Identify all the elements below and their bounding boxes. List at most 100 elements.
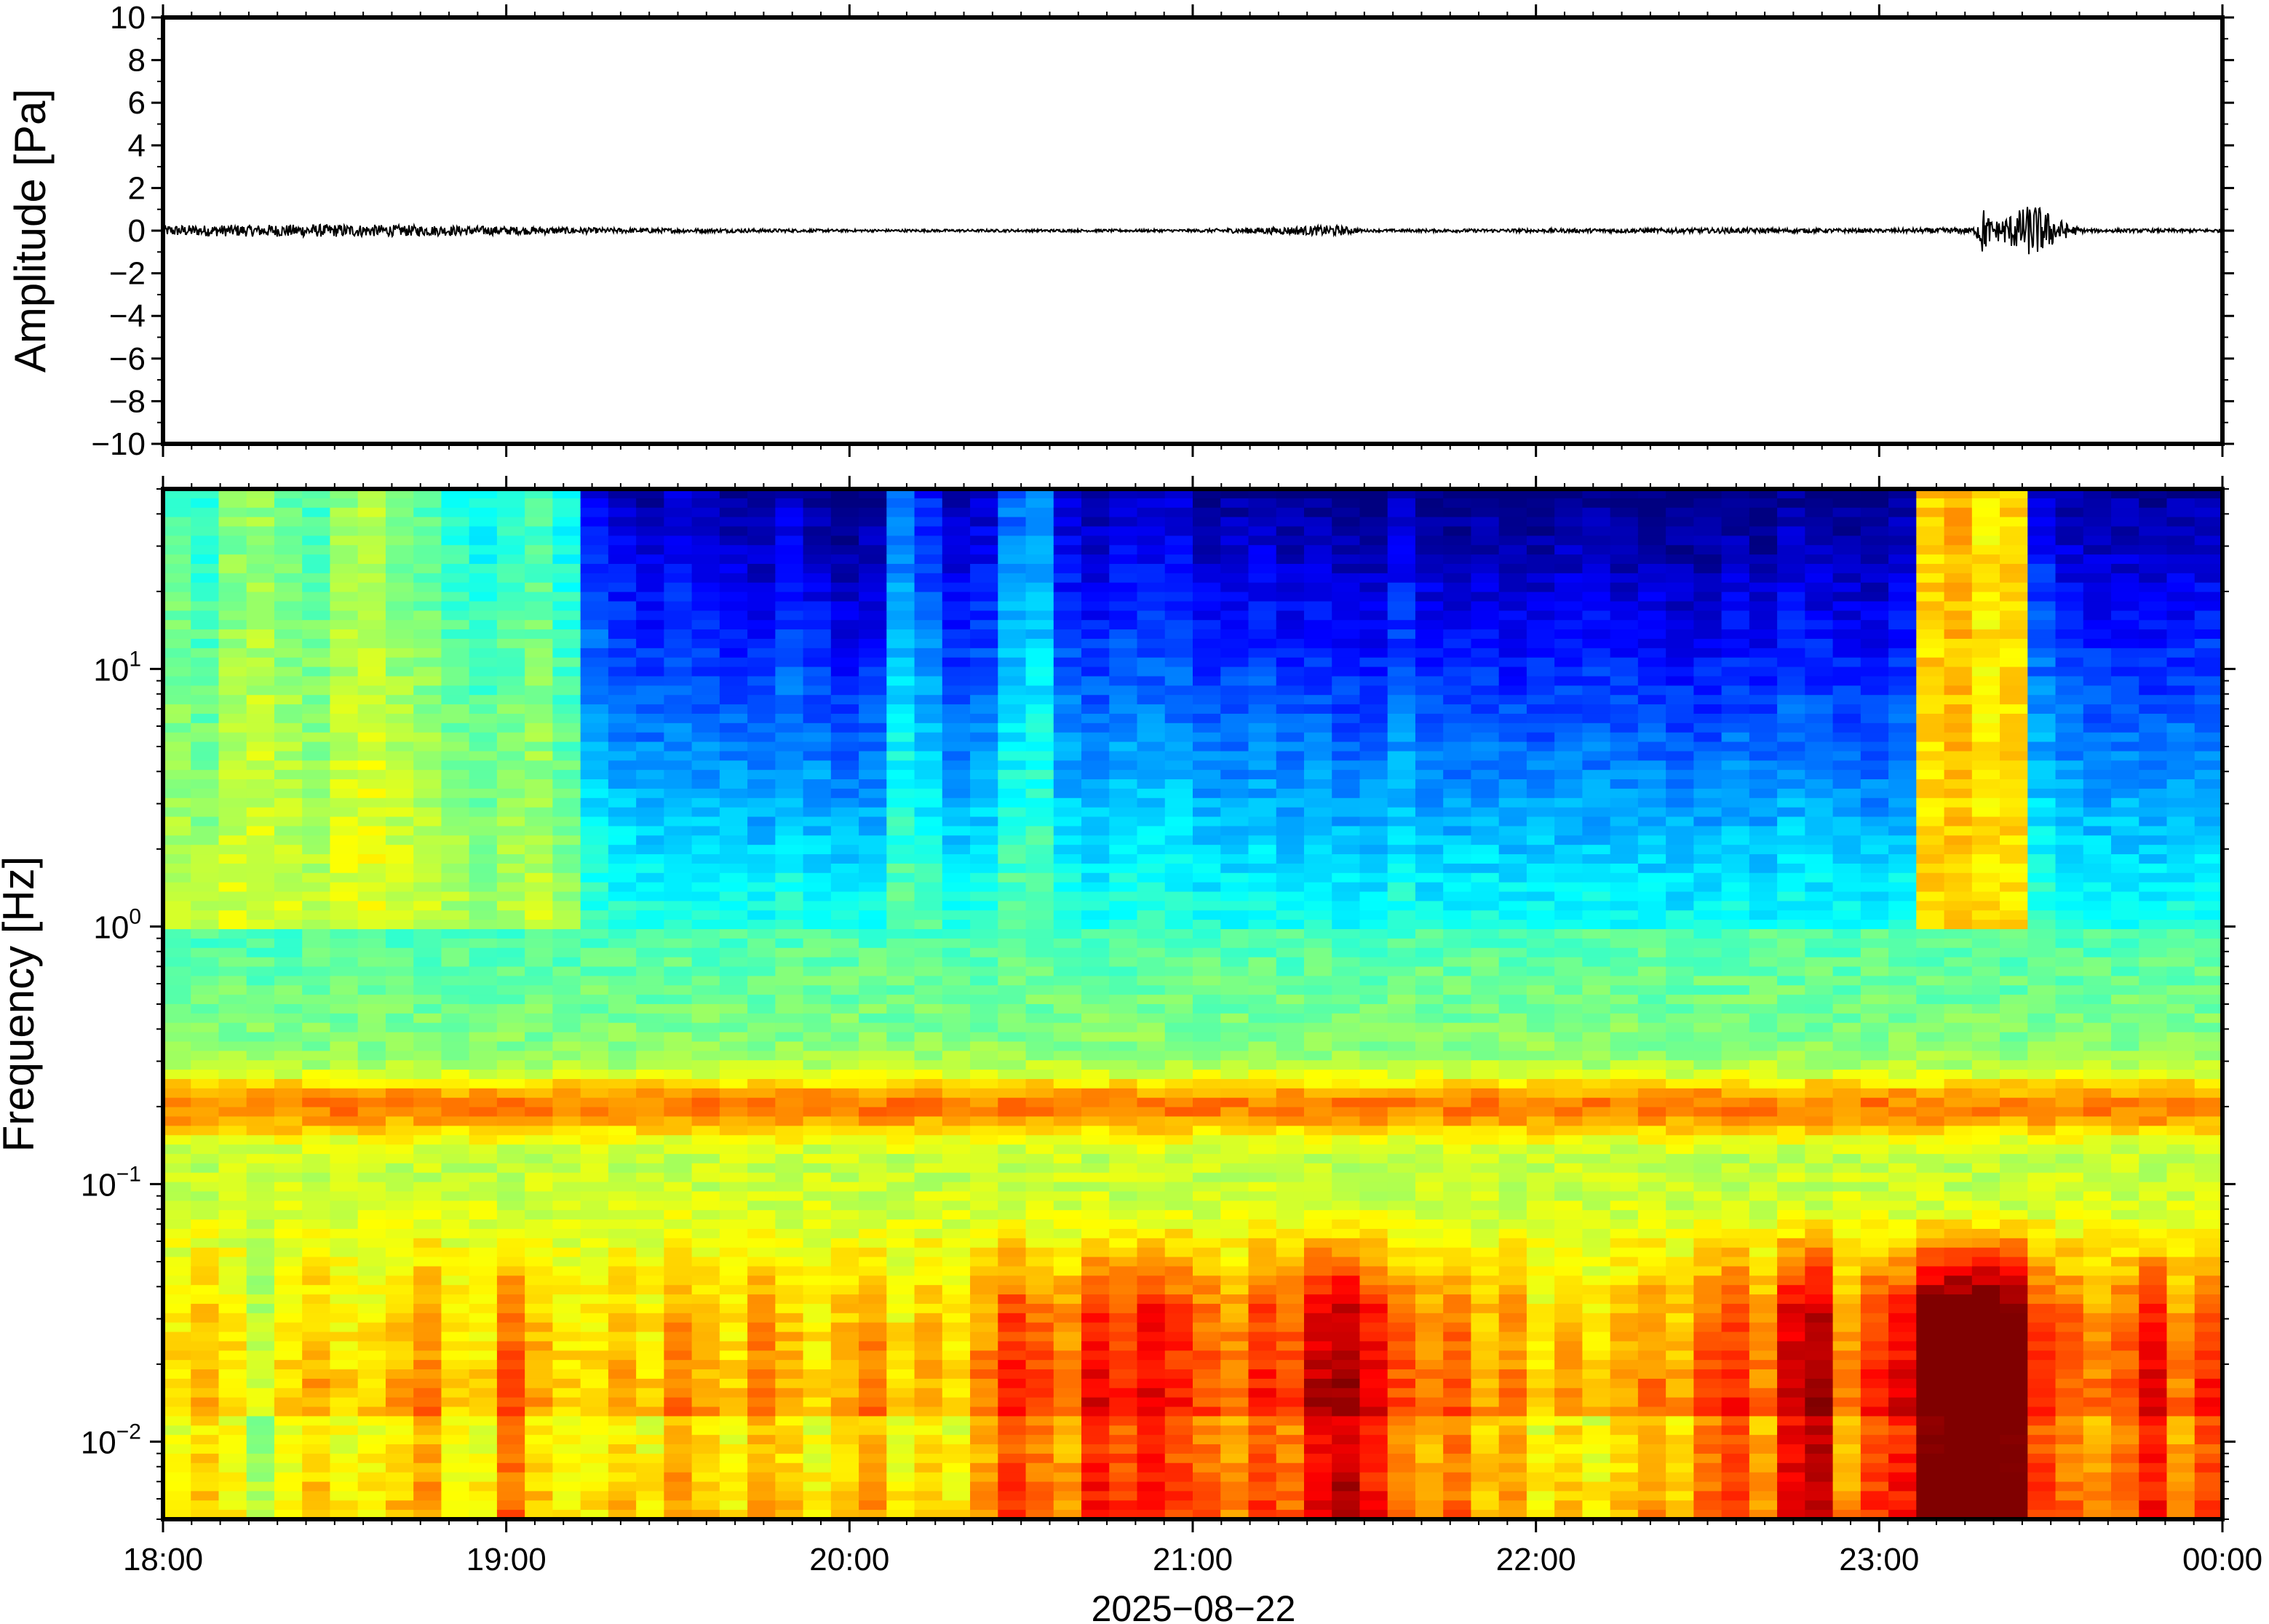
spectrogram-cell — [357, 1004, 386, 1014]
spectrogram-cell — [942, 1191, 971, 1202]
spectrogram-cell — [942, 1322, 971, 1333]
spectrogram-cell — [1053, 1041, 1082, 1052]
spectrogram-cell — [330, 976, 359, 987]
spectrogram-cell — [1137, 1004, 1166, 1014]
spectrogram-cell — [330, 1388, 359, 1398]
spectrogram-cell — [246, 891, 275, 902]
spectrogram-cell — [970, 507, 999, 518]
spectrogram-cell — [803, 1388, 832, 1398]
spectrogram-cell — [691, 695, 720, 705]
spectrogram-cell — [1359, 995, 1388, 1005]
spectrogram-cell — [914, 872, 943, 883]
spectrogram-cell — [1193, 854, 1222, 864]
spectrogram-cell — [330, 863, 359, 874]
spectrogram-cell — [1276, 1444, 1305, 1454]
spectrogram-cell — [998, 1201, 1027, 1211]
spectrogram-cell — [914, 1041, 943, 1052]
spectrogram-cell — [1248, 638, 1277, 649]
spectrogram-cell — [998, 695, 1027, 705]
spectrogram-cell — [998, 1332, 1027, 1342]
spectrogram-cell — [385, 1500, 414, 1510]
spectrogram-cell — [719, 1500, 748, 1510]
spectrogram-cell — [1303, 1266, 1333, 1277]
spectrogram-cell — [691, 1266, 720, 1277]
spectrogram-cell — [218, 807, 247, 818]
spectrogram-cell — [191, 517, 220, 528]
spectrogram-cell — [1276, 713, 1305, 724]
spectrogram-cell — [496, 1360, 525, 1370]
spectrogram-cell — [441, 1453, 470, 1464]
spectrogram-cell — [302, 1462, 331, 1473]
spectrogram-cell — [330, 807, 359, 818]
spectrogram-cell — [1276, 601, 1305, 612]
spectrogram-cell — [719, 760, 748, 771]
spectrogram-cell — [636, 1369, 665, 1380]
spectrogram-cell — [691, 947, 720, 958]
spectrogram-cell — [970, 1238, 999, 1249]
spectrogram-cell — [1220, 882, 1249, 893]
spectrogram-cell — [664, 545, 693, 555]
spectrogram-cell — [525, 582, 554, 593]
spectrogram-cell — [552, 1491, 581, 1502]
spectrogram-cell — [608, 1435, 637, 1445]
spectrogram-cell — [1193, 1135, 1222, 1145]
spectrogram-cell — [691, 1201, 720, 1211]
spectrogram-cell — [1193, 1051, 1222, 1062]
spectrogram-cell — [886, 760, 915, 771]
spectrogram-cell — [1220, 1247, 1249, 1258]
spectrogram-cell — [691, 610, 720, 621]
spectrogram-cell — [830, 966, 859, 977]
spectrogram-cell — [1193, 582, 1222, 593]
spectrogram-cell — [1220, 1078, 1249, 1089]
spectrogram-cell — [441, 1051, 470, 1062]
spectrogram-cell — [1081, 1444, 1110, 1454]
spectrogram-cell — [775, 536, 804, 546]
spectrogram-cell — [330, 1481, 359, 1492]
spectrogram-cell — [636, 1004, 665, 1014]
spectrogram-cell — [580, 985, 609, 995]
spectrogram-cell — [1164, 891, 1193, 902]
spectrogram-cell — [580, 1210, 609, 1220]
spectrogram-cell — [1137, 592, 1166, 602]
spectrogram-cell — [413, 545, 442, 555]
spectrogram-cell — [1164, 807, 1193, 818]
spectrogram-cell — [664, 526, 693, 537]
spectrogram-cell — [552, 713, 581, 724]
spectrogram-cell — [830, 816, 859, 827]
spectrogram-cell — [998, 563, 1027, 574]
spectrogram-cell — [218, 1257, 247, 1267]
spectrogram-cell — [441, 545, 470, 555]
spectrogram-cell — [413, 1303, 442, 1314]
spectrogram-cell — [1220, 1275, 1249, 1286]
spectrogram-cell — [608, 816, 637, 827]
spectrogram-cell — [1164, 1303, 1193, 1314]
spectrogram-cell — [1137, 1228, 1166, 1239]
spectrogram-cell — [608, 1032, 637, 1043]
spectrogram-cell — [1109, 910, 1138, 920]
spectrogram-cell — [830, 1332, 859, 1342]
spectrogram-cell — [246, 723, 275, 733]
spectrogram-cell — [302, 826, 331, 837]
spectrogram-cell — [998, 929, 1027, 939]
spectrogram-cell — [636, 1041, 665, 1052]
spectrogram-cell — [274, 835, 303, 845]
spectrogram-cell — [830, 657, 859, 668]
spectrogram-cell — [1248, 751, 1277, 762]
spectrogram-cell — [191, 1500, 220, 1510]
spectrogram-cell — [1359, 835, 1388, 845]
spectrogram-cell — [191, 601, 220, 612]
spectrogram-cell — [330, 1126, 359, 1137]
spectrogram-cell — [1137, 938, 1166, 949]
spectrogram-cell — [218, 1444, 247, 1454]
spectrogram-cell — [859, 638, 888, 649]
spectrogram-cell — [719, 835, 748, 845]
spectrogram-cell — [636, 1416, 665, 1427]
spectrogram-cell — [1081, 498, 1110, 509]
spectrogram-cell — [859, 1303, 888, 1314]
spectrogram-cell — [302, 1051, 331, 1062]
spectrogram-cell — [302, 751, 331, 762]
spectrogram-cell — [274, 826, 303, 837]
spectrogram-cell — [942, 957, 971, 968]
spectrogram-cell — [552, 1294, 581, 1305]
spectrogram-cell — [691, 1285, 720, 1295]
